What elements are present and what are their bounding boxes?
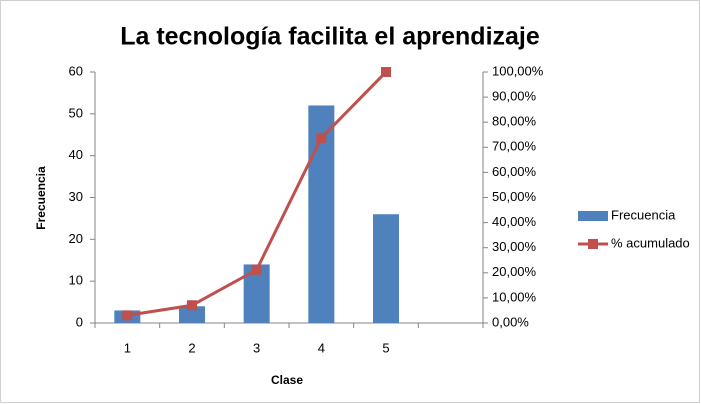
y-tick-label: 40 <box>69 147 83 162</box>
y-tick-label: 60 <box>69 63 83 78</box>
y2-tick-label: 30,00% <box>492 239 537 254</box>
legend-swatch <box>578 211 608 221</box>
bar <box>373 214 399 323</box>
x-tick-label: 1 <box>124 340 131 355</box>
legend-swatch <box>588 239 598 249</box>
y2-tick-label: 60,00% <box>492 164 537 179</box>
y-tick-label: 50 <box>69 105 83 120</box>
x-tick-label: 5 <box>382 340 389 355</box>
y2-tick-label: 70,00% <box>492 139 537 154</box>
y2-tick-label: 80,00% <box>492 114 537 129</box>
y-axis-label: Frecuencia <box>34 166 48 230</box>
y2-tick-label: 90,00% <box>492 89 537 104</box>
line-marker <box>316 132 327 143</box>
y2-tick-label: 20,00% <box>492 264 537 279</box>
line-marker <box>187 300 197 311</box>
x-tick-label: 3 <box>253 340 260 355</box>
y2-tick-label: 10,00% <box>492 289 537 304</box>
x-axis-label: Clase <box>271 373 303 387</box>
legend-label: % acumulado <box>611 235 690 250</box>
y2-tick-label: 0,00% <box>492 314 529 329</box>
x-tick-label: 4 <box>318 340 325 355</box>
y-tick-label: 10 <box>69 273 83 288</box>
y-tick-label: 20 <box>69 231 83 246</box>
line-marker <box>381 67 391 77</box>
chart-title: La tecnología facilita el aprendizaje <box>120 23 540 51</box>
x-tick-label: 2 <box>188 340 195 355</box>
line-marker <box>251 264 262 275</box>
legend-label: Frecuencia <box>611 207 676 222</box>
y2-tick-label: 50,00% <box>492 189 537 204</box>
line-marker <box>122 310 133 321</box>
y2-tick-label: 100,00% <box>492 63 544 78</box>
y-tick-label: 30 <box>69 189 83 204</box>
y-tick-label: 0 <box>76 314 83 329</box>
bar <box>179 306 205 323</box>
y2-tick-label: 40,00% <box>492 214 537 229</box>
